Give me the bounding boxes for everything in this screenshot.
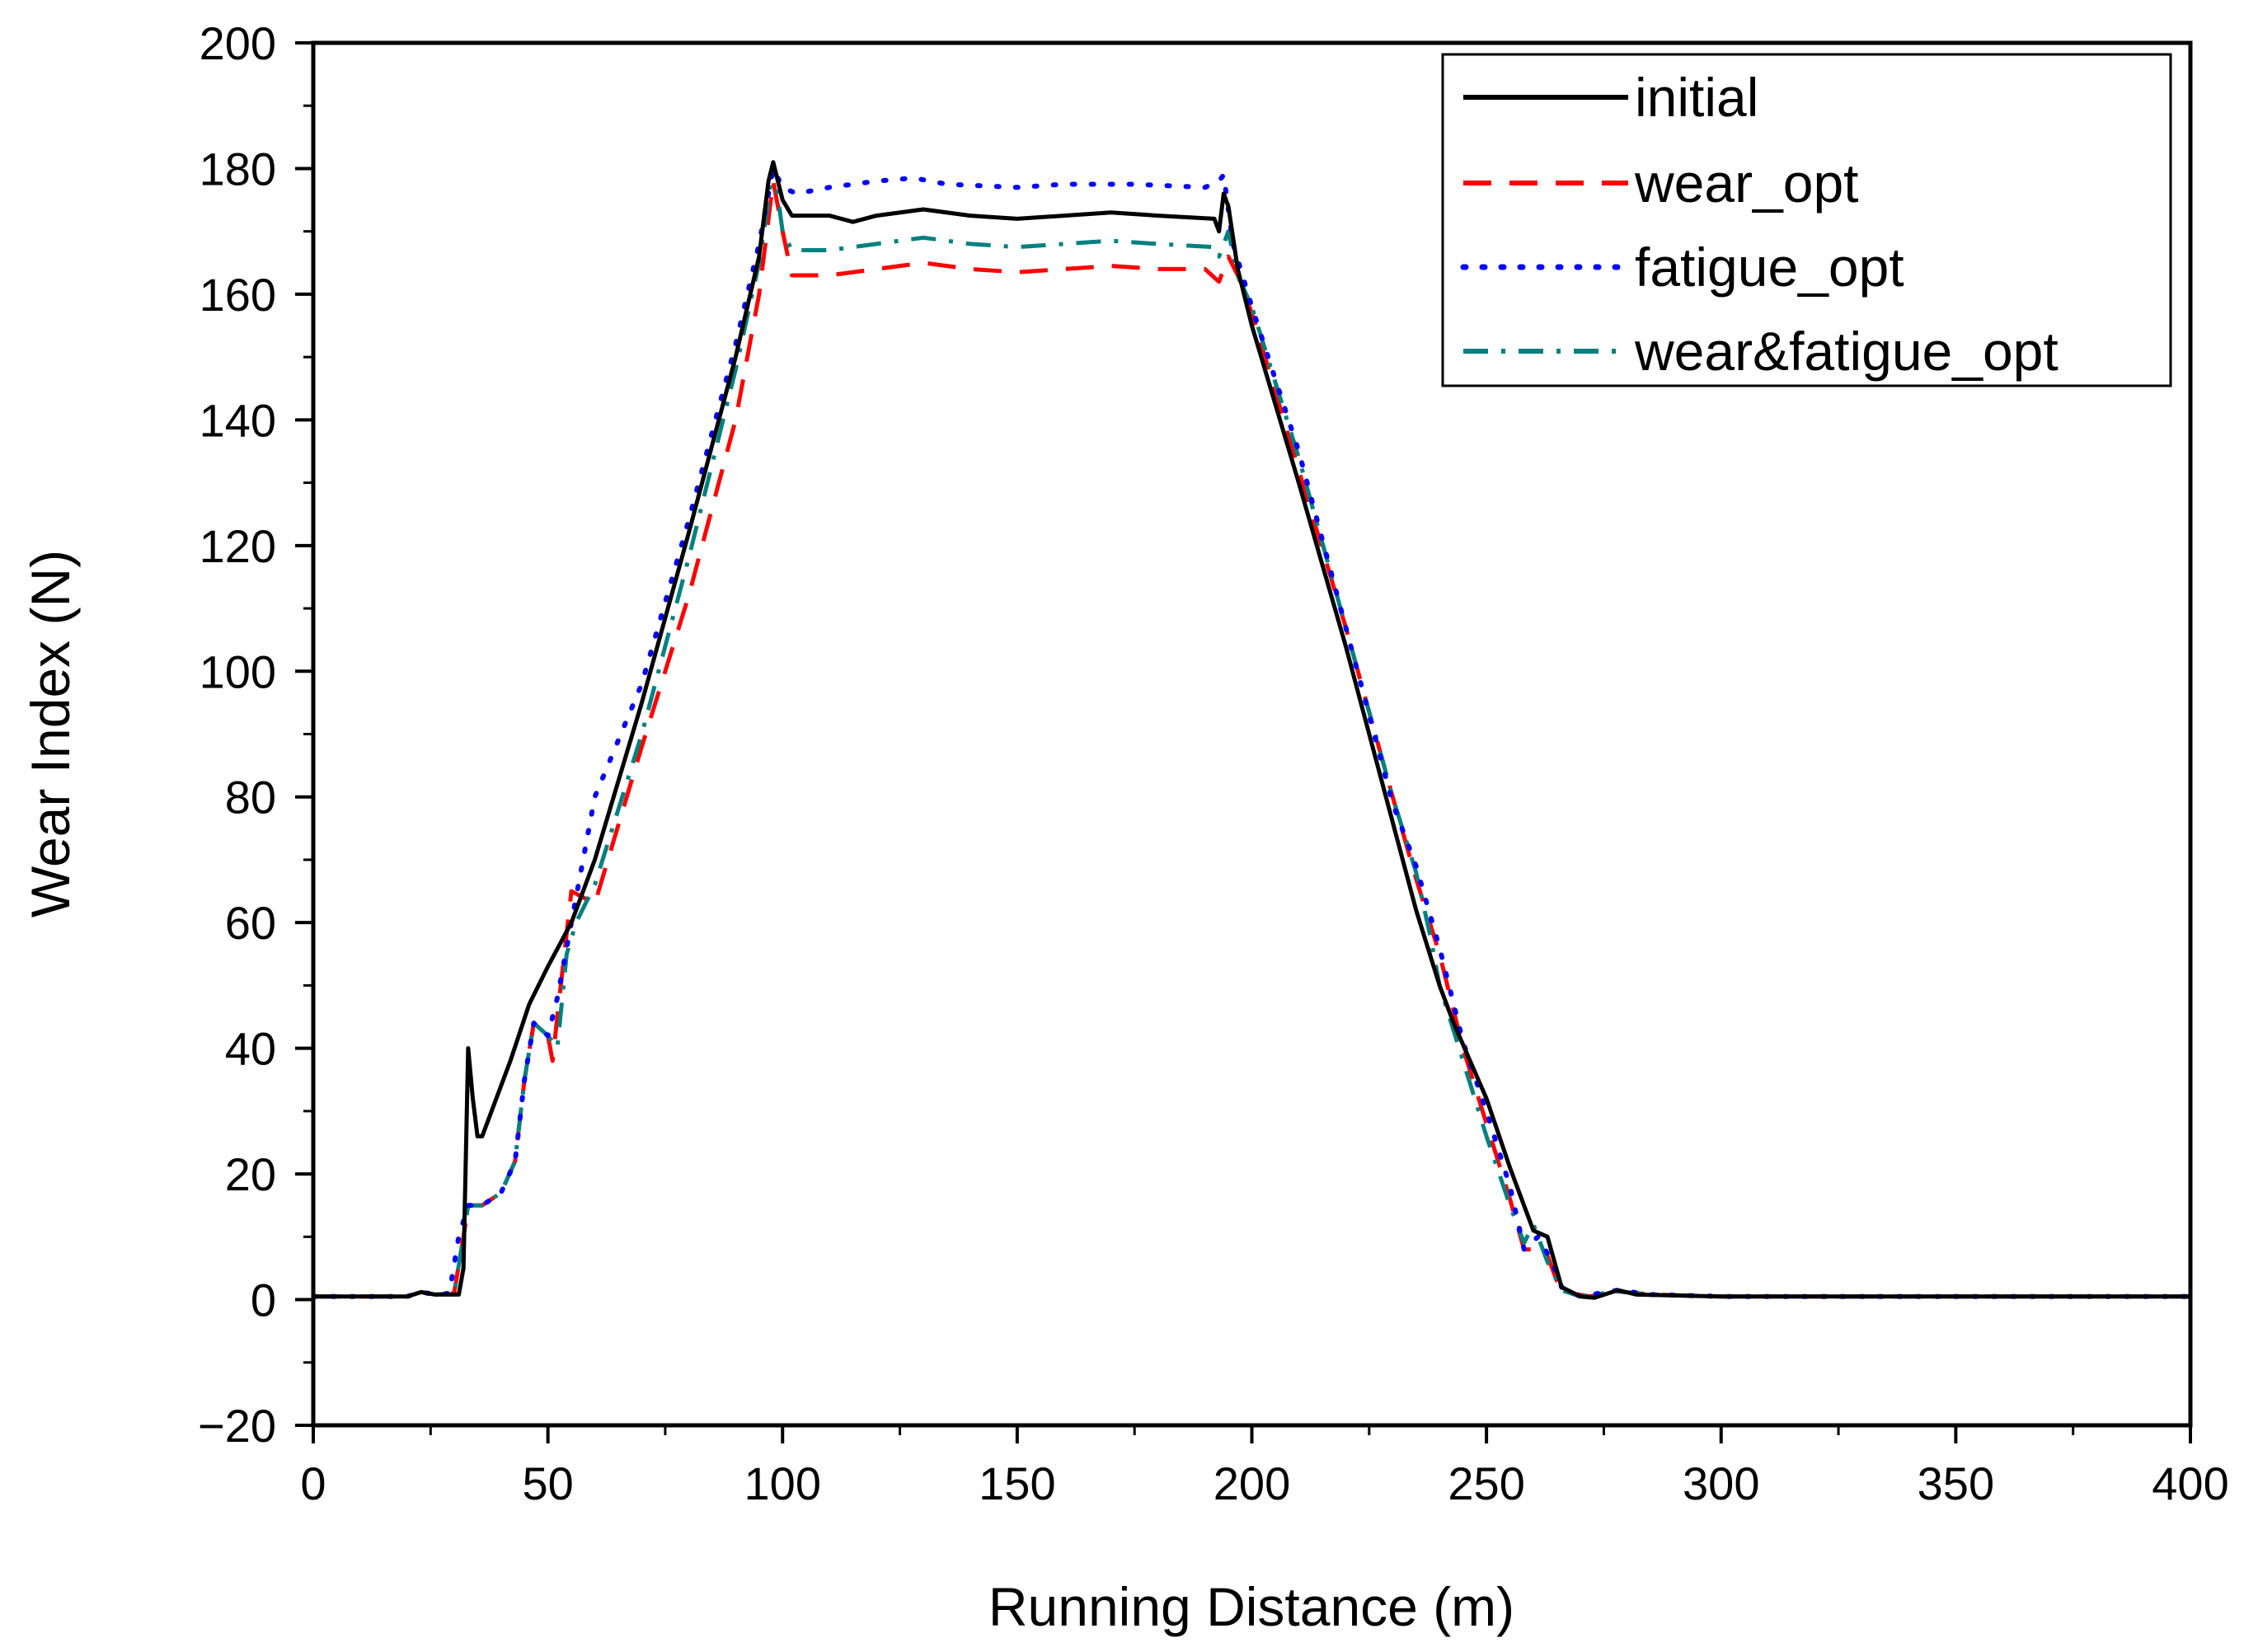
x-tick-label: 100 xyxy=(744,1457,821,1509)
legend: initial wear_opt fatigue_opt wear&fatigue_o… xyxy=(1441,53,2172,387)
x-tick-label: 350 xyxy=(1918,1457,1994,1509)
y-tick-label: 20 xyxy=(225,1148,276,1200)
x-tick-label: 150 xyxy=(979,1457,1055,1509)
y-tick-label: 60 xyxy=(225,897,276,949)
tick-labels-layer: 0 50 100 150 200 250 300 350 400 −20 0 20 40 60 80 100 1… xyxy=(198,17,2229,1509)
x-tick-label: 250 xyxy=(1448,1457,1524,1509)
y-tick-label: 80 xyxy=(225,772,276,824)
series-line-initial xyxy=(313,160,2190,1300)
legend-label: wear_opt xyxy=(1634,153,1859,214)
y-axis-title: Wear Index (N) xyxy=(20,550,81,918)
x-axis-title: Running Distance (m) xyxy=(988,1576,1514,1637)
x-tick-label: 400 xyxy=(2152,1457,2228,1509)
legend-label: fatigue_opt xyxy=(1635,237,1904,298)
ticks-layer xyxy=(295,41,2192,1443)
y-tick-label: 200 xyxy=(200,17,276,69)
series-line-wear-fatigue-opt xyxy=(313,160,2190,1299)
legend-box xyxy=(1441,53,2172,387)
x-tick-label: 200 xyxy=(1214,1457,1290,1509)
y-tick-label: 0 xyxy=(251,1274,276,1326)
y-tick-label: 140 xyxy=(200,394,276,446)
x-tick-label: 0 xyxy=(300,1457,326,1509)
y-tick-label: 180 xyxy=(200,143,276,195)
y-tick-label: 40 xyxy=(225,1023,276,1075)
legend-label: wear&fatigue_opt xyxy=(1634,321,2059,382)
y-tick-label: −20 xyxy=(198,1400,276,1452)
x-tick-label: 50 xyxy=(522,1457,573,1509)
y-tick-label: 100 xyxy=(200,645,276,697)
series-line-fatigue-opt xyxy=(313,166,2190,1299)
x-tick-label: 300 xyxy=(1683,1457,1759,1509)
legend-label: initial xyxy=(1635,67,1758,128)
y-tick-label: 120 xyxy=(200,520,276,572)
series-layer xyxy=(313,160,2190,1300)
y-tick-label: 160 xyxy=(200,269,276,321)
